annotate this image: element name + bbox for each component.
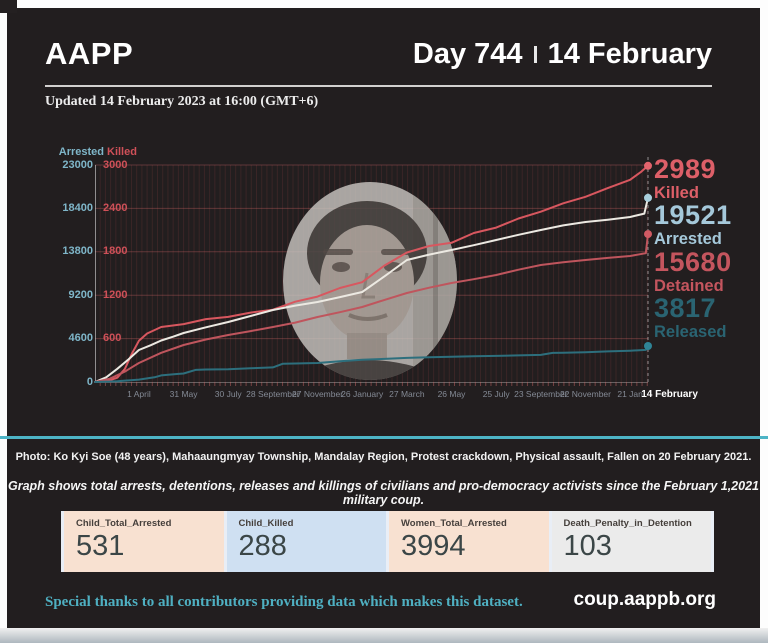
bottom-strip bbox=[0, 628, 768, 643]
cumulative-line-chart bbox=[94, 157, 652, 386]
day-date: 14 February bbox=[547, 38, 712, 70]
killed-count: 2989 bbox=[654, 154, 717, 184]
casualty-stat: 2989 Killed bbox=[654, 156, 764, 202]
axis-tick-label: 2400 bbox=[103, 201, 128, 214]
series-line-arrested bbox=[94, 196, 649, 383]
card-child-total-arrested: Child_Total_Arrested 531 bbox=[64, 511, 224, 572]
photo-eye bbox=[332, 262, 350, 272]
chart-lines bbox=[94, 157, 652, 383]
x-tick-label: 30 July bbox=[214, 389, 242, 399]
series-line-released bbox=[94, 345, 649, 383]
card-label: Child_Total_Arrested bbox=[76, 518, 172, 529]
x-tick-label: 14 February bbox=[641, 389, 698, 400]
right-axis-title: Killed bbox=[107, 146, 137, 158]
x-tick-label: 23 September bbox=[514, 389, 568, 399]
photo-neck bbox=[347, 333, 387, 359]
x-tick-label: 27 November bbox=[292, 389, 344, 399]
released-count: 3817 bbox=[654, 293, 717, 323]
title-separator bbox=[533, 45, 537, 63]
x-tick-label: 26 May bbox=[437, 389, 466, 399]
thanks-text: Special thanks to all contributors provi… bbox=[45, 594, 523, 610]
website-link[interactable]: coup.aappb.org bbox=[573, 589, 717, 610]
axis-tick-label: 13800 bbox=[62, 245, 93, 258]
casualty-stat: 15680 Detained bbox=[654, 249, 764, 295]
axis-tick-label: 4600 bbox=[68, 332, 93, 345]
casualty-stat: 19521 Arrested bbox=[654, 202, 764, 248]
axis-tick-label: 23000 bbox=[62, 158, 93, 171]
casualty-stat: 3817 Released bbox=[654, 295, 764, 341]
card-value: 531 bbox=[76, 530, 125, 562]
x-tick-label: 22 November bbox=[559, 389, 611, 399]
card-value: 288 bbox=[238, 530, 287, 562]
series-end-dot-killed bbox=[644, 161, 652, 170]
card-label: Child_Killed bbox=[238, 518, 294, 529]
detained-label: Detained bbox=[654, 277, 724, 295]
photo-face bbox=[320, 225, 414, 341]
photo-caption: Photo: Ko Kyi Soe (48 years), Mahaaungmy… bbox=[15, 451, 752, 463]
arrested-label: Arrested bbox=[654, 230, 722, 248]
series-line-killed bbox=[94, 164, 649, 383]
photo-doorframe bbox=[433, 205, 438, 380]
series-end-dot-arrested bbox=[644, 193, 652, 202]
x-tick-label: 26 January bbox=[341, 389, 384, 399]
updated-timestamp: Updated 14 February 2023 at 16:00 (GMT+6… bbox=[45, 94, 319, 109]
x-tick-label: 25 July bbox=[482, 389, 510, 399]
header-rule bbox=[45, 85, 712, 87]
card-label: Women_Total_Arrested bbox=[401, 518, 507, 529]
card-label: Death_Penalty_in_Detention bbox=[563, 518, 692, 529]
teal-divider bbox=[0, 436, 768, 439]
x-tick-label: 21 Jan bbox=[617, 389, 643, 399]
card-child-killed: Child_Killed 288 bbox=[226, 511, 386, 572]
photo-eye bbox=[384, 262, 402, 272]
axis-tick-label: 9200 bbox=[68, 288, 93, 301]
photo-shoulders bbox=[283, 360, 457, 380]
brand-logo-text: AAPP bbox=[45, 36, 134, 71]
day-title: Day 744 14 February bbox=[413, 38, 712, 71]
corner-artifact bbox=[0, 0, 17, 13]
card-value: 103 bbox=[563, 530, 612, 562]
card-death-penalty: Death_Penalty_in_Detention 103 bbox=[551, 511, 711, 572]
killed-label: Killed bbox=[654, 184, 699, 202]
axis-tick-label: 600 bbox=[103, 332, 122, 345]
x-tick-label: 27 March bbox=[389, 389, 425, 399]
card-value: 3994 bbox=[401, 530, 466, 562]
axis-tick-label: 0 bbox=[86, 375, 93, 388]
x-tick-label: 31 May bbox=[169, 389, 198, 399]
axis-tick-label: 1200 bbox=[103, 288, 128, 301]
photo-eyebrow bbox=[323, 249, 353, 255]
photo-nose bbox=[361, 272, 375, 299]
x-axis-ticks: 1 April 31 May 30 July 28 September 27 Novem… bbox=[0, 389, 768, 403]
axis-tick-label: 1800 bbox=[103, 245, 128, 258]
stat-cards-row: Child_Total_Arrested 531 Child_Killed 28… bbox=[61, 511, 714, 572]
x-tick-label: 1 April bbox=[127, 389, 151, 399]
card-women-total-arrested: Women_Total_Arrested 3994 bbox=[389, 511, 549, 572]
series-end-dot-released bbox=[644, 341, 652, 350]
released-label: Released bbox=[654, 323, 727, 341]
x-tick-label: 28 September bbox=[246, 389, 300, 399]
arrested-count: 19521 bbox=[654, 200, 732, 230]
day-count: Day 744 bbox=[412, 38, 523, 70]
photo-mouth bbox=[348, 313, 388, 321]
axis-tick-label: 3000 bbox=[103, 158, 128, 171]
detained-count: 15680 bbox=[654, 247, 732, 277]
axis-tick-label: 18400 bbox=[62, 201, 93, 214]
graph-note: Graph shows total arrests, detentions, r… bbox=[8, 479, 759, 507]
series-line-detained bbox=[94, 233, 649, 383]
series-end-dot-detained bbox=[644, 230, 652, 239]
left-axis-title: Arrested bbox=[58, 146, 104, 158]
